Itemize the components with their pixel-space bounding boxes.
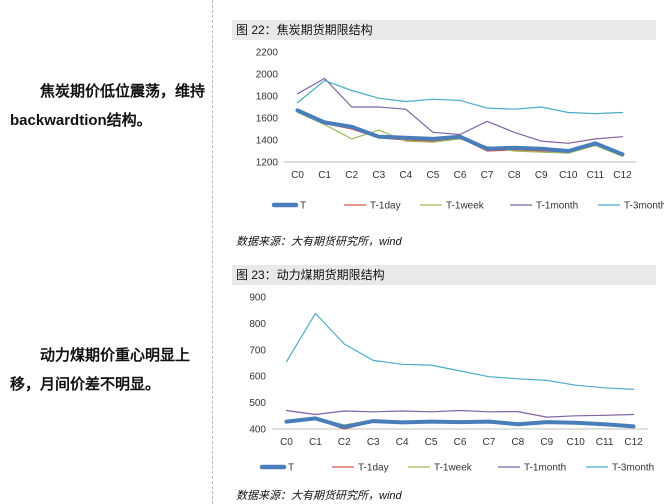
x-tick-label: C9	[535, 170, 548, 181]
legend-item-t-1week: T-1week	[408, 463, 473, 474]
legend-item-t: T	[259, 463, 294, 474]
column-divider	[212, 0, 213, 504]
x-tick-label: C4	[399, 170, 412, 181]
legend-item-t-1week: T-1week	[420, 201, 485, 212]
legend-label: T-1day	[370, 201, 401, 212]
x-tick-label: C10	[559, 170, 578, 181]
legend-label: T-1week	[446, 201, 485, 212]
x-tick-label: C0	[280, 437, 293, 448]
legend-label: T-1day	[358, 463, 389, 474]
y-tick-label: 1800	[256, 92, 279, 103]
legend-item-t-1day: T-1day	[344, 201, 401, 212]
series-line-t-1week	[296, 111, 624, 158]
paragraph-thermal-coal-summary: 动力煤期价重心明显上移，月间价差不明显。	[10, 347, 191, 393]
y-tick-label: 1600	[256, 114, 279, 125]
legend-item-t-3month: T-3month	[586, 463, 654, 474]
x-tick-label: C6	[454, 437, 467, 448]
series-line-t	[284, 416, 636, 429]
x-tick-label: C12	[624, 437, 643, 448]
series-line-t-3month	[285, 312, 635, 391]
y-tick-label: 2000	[256, 70, 279, 81]
y-tick-label: 800	[249, 319, 266, 330]
x-tick-label: C11	[596, 437, 614, 448]
y-tick-label: 1400	[256, 136, 279, 147]
series-line-t	[295, 108, 625, 157]
x-tick-label: C1	[318, 170, 331, 181]
series-line-t-1month	[285, 409, 635, 418]
legend-item-t-3month: T-3month	[598, 201, 664, 212]
x-tick-label: C3	[367, 437, 380, 448]
x-tick-label: C8	[508, 170, 521, 181]
paragraph-coke-summary: 焦炭期价低位震荡，维持backwardtion结构。	[10, 83, 206, 129]
legend-label: T-3month	[624, 201, 664, 212]
x-tick-label: C12	[613, 170, 632, 181]
legend-label: T-3month	[612, 463, 654, 474]
x-tick-label: C4	[396, 437, 409, 448]
chart2-title: 图 23：动力煤期货期限结构	[232, 265, 656, 285]
x-tick-label: C1	[309, 437, 322, 448]
left-text-column: 焦炭期价低位震荡，维持backwardtion结构。 动力煤期价重心明显上移，月…	[0, 0, 212, 504]
chart2-source: 数据来源：大有期货研究所，wind	[236, 490, 402, 502]
legend-label: T-1month	[536, 201, 578, 212]
legend-item-t-1day: T-1day	[332, 463, 389, 474]
y-tick-label: 1200	[256, 158, 279, 169]
x-tick-label: C6	[454, 170, 467, 181]
chart1-coke-term-structure: 1200 1400 1600 1800 2000 2200 C0 C1 C2 C3 C4 C5 C6 C7…	[256, 48, 664, 212]
x-tick-label: C2	[345, 170, 358, 181]
x-tick-label: C0	[291, 170, 304, 181]
x-tick-label: C2	[338, 437, 351, 448]
x-tick-label: C5	[427, 170, 440, 181]
legend-label: T	[300, 201, 306, 212]
x-tick-label: C7	[483, 437, 496, 448]
legend-label: T-1week	[434, 463, 473, 474]
series-line-t-3month	[296, 79, 624, 115]
y-tick-label: 2200	[256, 48, 279, 59]
y-tick-label: 600	[249, 372, 266, 383]
chart1-source: 数据来源：大有期货研究所，wind	[236, 236, 402, 248]
series-line-t-1month	[296, 77, 624, 144]
y-tick-label: 900	[249, 293, 266, 304]
legend-item-t-1month: T-1month	[510, 201, 578, 212]
x-tick-label: C7	[481, 170, 494, 181]
x-tick-label: C10	[567, 437, 586, 448]
x-tick-label: C8	[511, 437, 524, 448]
legend-label: T-1month	[524, 463, 566, 474]
x-tick-label: C3	[372, 170, 385, 181]
chart1-title: 图 22：焦炭期货期限结构	[232, 20, 656, 40]
y-tick-label: 400	[249, 425, 266, 436]
x-tick-label: C9	[540, 437, 553, 448]
y-tick-label: 500	[249, 398, 266, 409]
chart2-thermal-coal-term-structure: 400 500 600 700 800 900 C0 C1 C2 C3 C4 C5 C6 C7 C8 C9 C1…	[249, 293, 654, 474]
legend-item-t-1month: T-1month	[498, 463, 566, 474]
x-tick-label: C5	[425, 437, 438, 448]
y-tick-label: 700	[249, 345, 266, 356]
x-tick-label: C11	[587, 170, 605, 181]
legend-item-t: T	[271, 201, 306, 212]
legend-label: T	[288, 463, 294, 474]
